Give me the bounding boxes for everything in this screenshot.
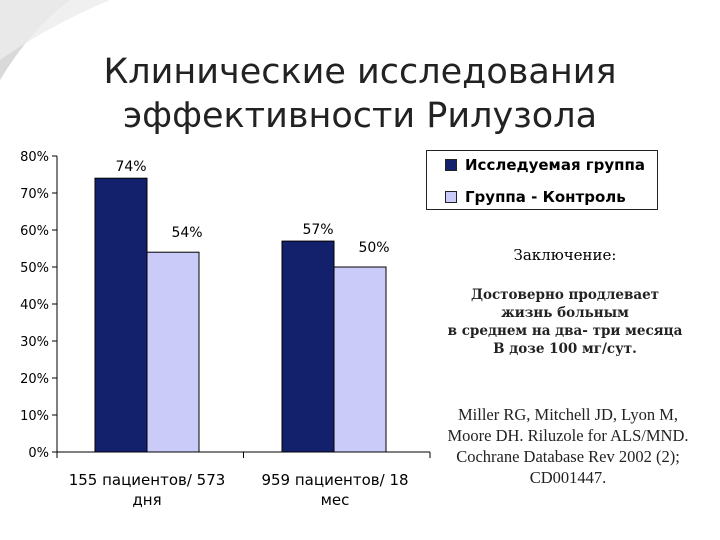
chart-legend: Исследуемая группа Группа - Контроль <box>426 150 658 210</box>
legend-label-control: Группа - Контроль <box>465 188 626 206</box>
data-label-study-2: 57% <box>302 222 333 238</box>
bar-control-1 <box>146 251 200 453</box>
conclusion-line-3: в среднем на два- три месяца <box>447 323 683 339</box>
slide-title: Клинические исследования эффективности Р… <box>60 50 660 138</box>
bar-study-1 <box>94 177 148 453</box>
conclusion-text: Достоверно продлевает жизнь больным в ср… <box>430 286 700 358</box>
bar-study-2 <box>281 240 335 453</box>
legend-swatch-study <box>445 159 457 171</box>
reference-line-3: Cochrane Database Rev 2002 (2); <box>456 447 680 466</box>
conclusion-line-4: В дозе 100 мг/сут. <box>493 341 637 357</box>
legend-item-study: Исследуемая группа <box>445 155 645 175</box>
data-label-control-1: 54% <box>171 225 202 241</box>
category-label-2: 959 пациентов/ 18 мес <box>245 470 425 510</box>
reference-line-1: Miller RG, Mitchell JD, Lyon M, <box>458 405 678 424</box>
category-label-2-line-1: 959 пациентов/ 18 <box>261 471 409 489</box>
reference-line-4: CD001447. <box>529 468 607 487</box>
reference-line-2: Moore DH. Riluzole for ALS/MND. <box>447 426 689 445</box>
data-label-control-2: 50% <box>358 240 389 256</box>
bar-control-2 <box>333 266 387 453</box>
legend-swatch-control <box>445 191 457 203</box>
category-label-1-line-2: дня <box>132 491 162 509</box>
y-tick-label: 80% <box>20 150 49 165</box>
y-tick-label: 10% <box>20 409 49 424</box>
y-tick-label: 50% <box>20 261 49 276</box>
y-tick-label: 60% <box>20 224 49 239</box>
category-label-2-line-2: мес <box>320 491 350 509</box>
y-tick-label: 40% <box>20 298 49 313</box>
conclusion-heading: Заключение: <box>513 246 617 264</box>
reference-citation: Miller RG, Mitchell JD, Lyon M, Moore DH… <box>418 404 718 488</box>
category-label-1: 155 пациентов/ 573 дня <box>57 470 237 510</box>
category-label-1-line-1: 155 пациентов/ 573 <box>68 471 226 489</box>
title-line-1: Клинические исследования <box>103 52 617 92</box>
title-line-2: эффективности Рилузола <box>122 96 598 136</box>
conclusion-line-2: жизнь больным <box>501 305 629 321</box>
data-label-study-1: 74% <box>115 159 146 175</box>
conclusion-line-1: Достоверно продлевает <box>470 287 660 303</box>
legend-item-control: Группа - Контроль <box>445 187 626 207</box>
corner-decoration <box>0 0 110 80</box>
y-tick-label: 30% <box>20 335 49 350</box>
legend-label-study: Исследуемая группа <box>465 156 645 174</box>
y-tick-label: 70% <box>20 187 49 202</box>
y-tick-label: 0% <box>28 446 49 461</box>
y-tick-label: 20% <box>20 372 49 387</box>
